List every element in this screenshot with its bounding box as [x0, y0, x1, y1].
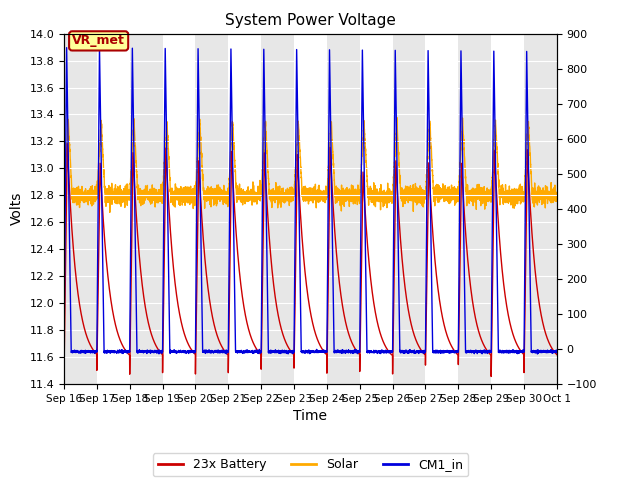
- Y-axis label: Volts: Volts: [10, 192, 24, 226]
- Legend: 23x Battery, Solar, CM1_in: 23x Battery, Solar, CM1_in: [153, 453, 468, 476]
- Title: System Power Voltage: System Power Voltage: [225, 13, 396, 28]
- X-axis label: Time: Time: [293, 409, 328, 423]
- Bar: [327, 34, 360, 384]
- Bar: [195, 34, 228, 384]
- Bar: [64, 34, 97, 384]
- Bar: [130, 34, 163, 384]
- Text: VR_met: VR_met: [72, 35, 125, 48]
- Bar: [261, 34, 294, 384]
- Bar: [392, 34, 426, 384]
- Bar: [524, 34, 557, 384]
- Bar: [458, 34, 491, 384]
